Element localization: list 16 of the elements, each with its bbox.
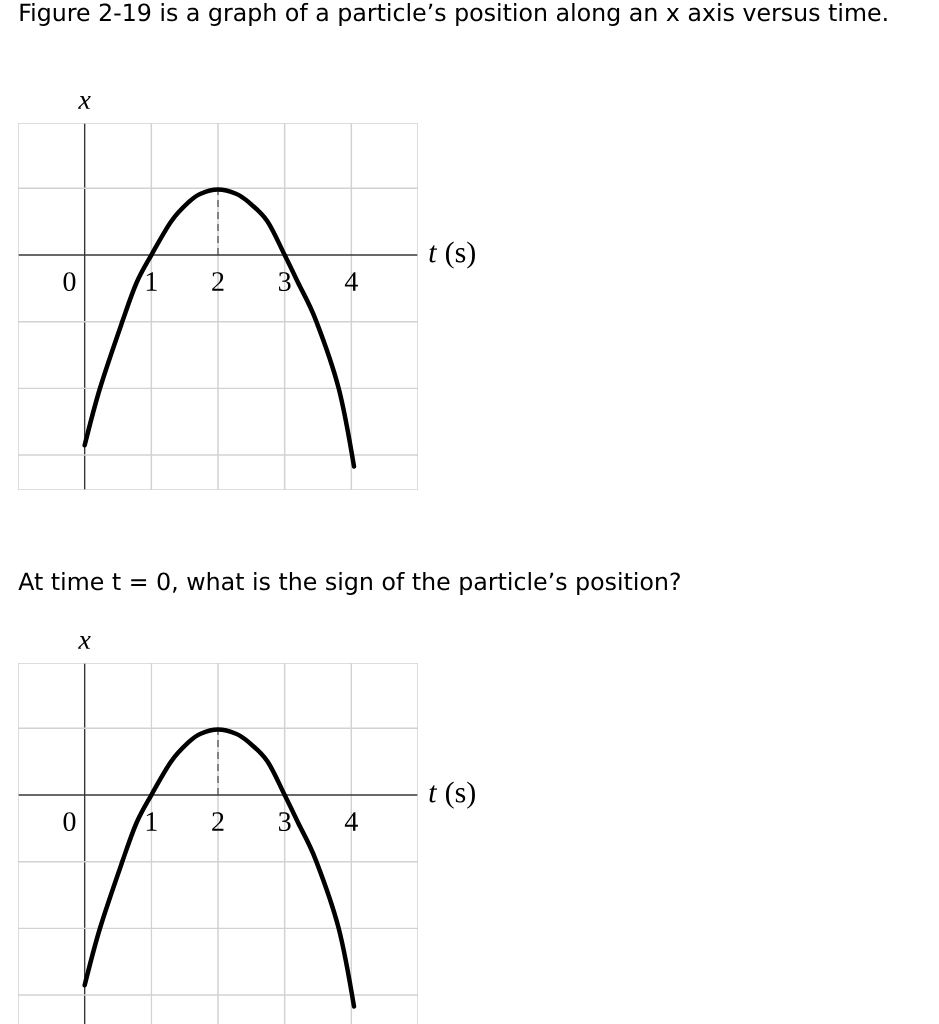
- x-tick-label: 2: [212, 272, 224, 291]
- x-tick-label: 2: [212, 812, 224, 831]
- x-tick-label: 0: [63, 812, 76, 832]
- x-tick-label: 4: [344, 272, 358, 291]
- y-axis-title: x: [78, 635, 91, 649]
- x-tick-label: 3: [279, 812, 291, 832]
- y-axis-title: x: [78, 95, 91, 109]
- x-axis-title: t (s): [429, 241, 475, 269]
- x-tick-label: 1: [146, 812, 157, 831]
- x-axis-title: t (s): [429, 781, 475, 809]
- x-tick-label: 3: [279, 272, 291, 292]
- x-tick-label: 0: [63, 272, 76, 292]
- x-tick-label: 4: [344, 812, 358, 831]
- x-tick-label: 1: [146, 272, 157, 291]
- chart-title: Figure 2-19 is a graph of a particle’s position along an x axis versus time.: [20, 2, 887, 26]
- chart-title: At time t = 0, what is the sign of the particle’s position?: [18, 572, 680, 595]
